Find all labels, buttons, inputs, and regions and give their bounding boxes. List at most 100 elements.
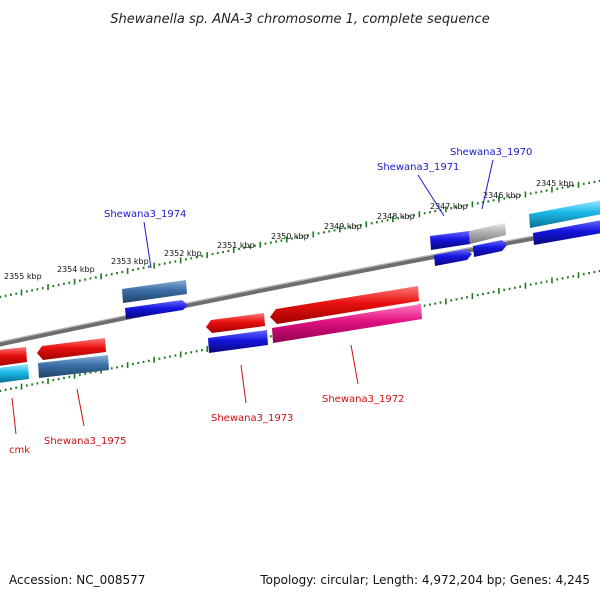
inner-minor-tick bbox=[434, 302, 437, 305]
outer-minor-tick bbox=[116, 272, 118, 275]
inner-minor-tick bbox=[78, 373, 81, 376]
gene-shewana3-1975-inner[interactable] bbox=[37, 338, 106, 360]
label-shewana3-1974: Shewana3_1974 bbox=[104, 209, 186, 220]
inner-minor-tick bbox=[503, 288, 506, 291]
outer-minor-tick bbox=[185, 258, 187, 261]
outer-minor-tick bbox=[248, 245, 251, 248]
inner-minor-tick bbox=[460, 297, 463, 300]
gene-cmk[interactable] bbox=[0, 364, 29, 383]
gene-shewana3-1971-outer[interactable] bbox=[430, 231, 470, 250]
gene-shewana3-1974-outer[interactable] bbox=[122, 280, 187, 303]
outer-major-tick bbox=[179, 257, 182, 264]
inner-minor-tick bbox=[566, 276, 569, 279]
outer-major-tick bbox=[365, 221, 368, 228]
inner-minor-tick bbox=[439, 301, 442, 304]
outer-minor-tick bbox=[529, 192, 532, 195]
outer-minor-tick bbox=[110, 273, 113, 276]
gene-shewana3-1975[interactable] bbox=[38, 355, 109, 378]
inner-minor-tick bbox=[582, 273, 585, 276]
outer-minor-tick bbox=[598, 179, 600, 183]
inner-minor-tick bbox=[429, 303, 431, 306]
outer-major-tick bbox=[100, 273, 102, 280]
accession-text: Accession: NC_008577 bbox=[9, 573, 146, 587]
inner-minor-tick bbox=[0, 389, 2, 393]
gene-shewana3-1972-inner[interactable] bbox=[270, 286, 419, 324]
label-shewana3-1972: Shewana3_1972 bbox=[322, 394, 404, 405]
gene-shewana3-1973-inner[interactable] bbox=[206, 313, 265, 333]
outer-minor-tick bbox=[360, 224, 362, 227]
inner-minor-tick bbox=[593, 270, 596, 274]
inner-minor-tick bbox=[519, 285, 522, 288]
outer-minor-tick bbox=[41, 287, 44, 290]
leader-shewana3-1975 bbox=[76, 388, 85, 427]
outer-minor-tick bbox=[328, 230, 331, 233]
inner-major-tick bbox=[153, 356, 155, 363]
inner-minor-tick bbox=[163, 356, 166, 359]
inner-major-tick bbox=[524, 282, 527, 289]
inner-minor-tick bbox=[455, 298, 458, 301]
outer-minor-tick bbox=[121, 270, 124, 274]
outer-major-tick bbox=[445, 206, 447, 213]
outer-major-tick bbox=[524, 191, 527, 198]
outer-major-tick bbox=[47, 284, 49, 291]
outer-minor-tick bbox=[588, 181, 590, 184]
outer-minor-tick bbox=[57, 283, 60, 287]
outer-minor-tick bbox=[142, 266, 145, 269]
leader-shewana3-1974 bbox=[143, 221, 152, 269]
tick-label-2354: 2354 kbp bbox=[57, 265, 95, 274]
inner-minor-tick bbox=[598, 269, 600, 273]
outer-minor-tick bbox=[333, 229, 336, 232]
outer-minor-tick bbox=[508, 196, 511, 199]
inner-minor-tick bbox=[572, 275, 575, 278]
inner-minor-tick bbox=[116, 366, 118, 369]
inner-minor-tick bbox=[25, 384, 28, 387]
inner-minor-tick bbox=[195, 350, 198, 353]
label-shewana3-1975: Shewana3_1975 bbox=[44, 436, 126, 447]
inner-minor-tick bbox=[31, 383, 34, 386]
outer-minor-tick bbox=[216, 251, 219, 255]
tick-labels: 2355 kbp 2354 kbp 2353 kbp 2352 kbp 2351… bbox=[4, 179, 574, 281]
outer-minor-tick bbox=[25, 290, 28, 293]
gene-offscreen-right[interactable] bbox=[533, 220, 600, 245]
inner-major-tick bbox=[20, 383, 23, 390]
gene-shewana3-1972[interactable] bbox=[272, 304, 422, 343]
inner-minor-tick bbox=[529, 283, 532, 286]
gene-offscreen-right-outer[interactable] bbox=[529, 200, 600, 228]
outer-minor-tick bbox=[561, 186, 564, 189]
genome-summary-text: Topology: circular; Length: 4,972,204 bp… bbox=[260, 573, 590, 587]
gene-shewana3-1974[interactable] bbox=[125, 300, 188, 319]
inner-minor-tick bbox=[423, 304, 426, 307]
inner-minor-tick bbox=[540, 281, 543, 284]
gene-shewana3-1973[interactable] bbox=[208, 330, 268, 353]
outer-minor-tick bbox=[227, 249, 230, 253]
chromosome-backbone-highlight bbox=[0, 223, 600, 343]
inner-minor-tick bbox=[508, 287, 511, 290]
outer-minor-tick bbox=[545, 189, 548, 192]
gene-shewana3-1970[interactable] bbox=[473, 240, 507, 257]
outer-minor-tick bbox=[519, 194, 522, 197]
label-shewana3-1970: Shewana3_1970 bbox=[450, 147, 532, 158]
outer-major-tick bbox=[392, 216, 394, 223]
gene-shewana3-1971[interactable] bbox=[434, 249, 472, 266]
inner-minor-tick bbox=[174, 354, 177, 357]
outer-major-tick bbox=[259, 241, 262, 248]
inner-minor-tick bbox=[110, 367, 113, 370]
outer-minor-tick bbox=[264, 242, 267, 245]
gene-shewana3-1970-outer[interactable] bbox=[469, 223, 506, 244]
inner-major-tick bbox=[577, 272, 580, 279]
outer-minor-tick bbox=[211, 253, 214, 256]
inner-minor-tick bbox=[94, 370, 97, 373]
leader-shewana3-1970 bbox=[481, 159, 494, 210]
tick-label-2345: 2345 kbp bbox=[536, 179, 574, 188]
leader-shewana3-1973 bbox=[240, 364, 247, 404]
inner-minor-tick bbox=[487, 291, 490, 295]
outer-minor-tick bbox=[460, 205, 463, 208]
outer-minor-tick bbox=[492, 199, 495, 202]
outer-major-tick bbox=[312, 231, 315, 238]
outer-minor-tick bbox=[582, 182, 585, 185]
tick-label-2352: 2352 kbp bbox=[164, 249, 202, 258]
outer-minor-tick bbox=[354, 225, 357, 228]
inner-minor-tick bbox=[269, 335, 272, 338]
gene-cmk-inner[interactable] bbox=[0, 347, 27, 366]
outer-minor-tick bbox=[556, 187, 559, 190]
